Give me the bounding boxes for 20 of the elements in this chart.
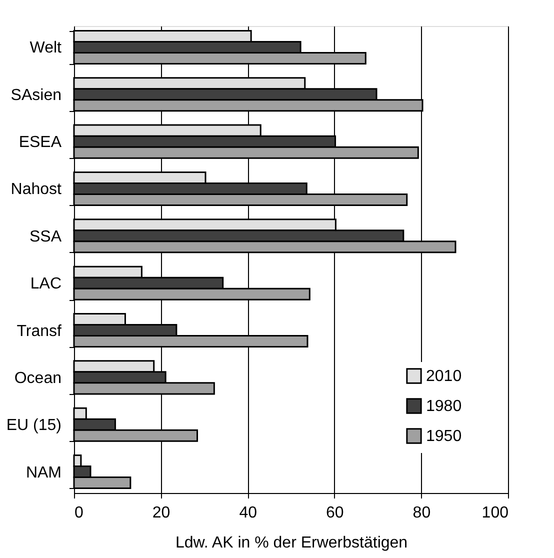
x-tick-label: 60 xyxy=(326,504,344,522)
x-tick-label: 100 xyxy=(482,504,509,522)
x-tick-label: 40 xyxy=(239,504,258,522)
legend-label: 2010 xyxy=(426,368,462,385)
y-tick-label: SAsien xyxy=(10,86,62,104)
y-tick-label: NAM xyxy=(26,464,62,482)
y-tick-label: Nahost xyxy=(10,181,62,198)
y-tick-label: EU (15) xyxy=(6,417,62,434)
y-tick-label: ESEA xyxy=(18,134,62,152)
y-tick-label: Ocean xyxy=(14,370,62,387)
x-tick-label: 80 xyxy=(412,504,431,522)
x-tick-label: 20 xyxy=(152,504,170,522)
y-tick-label: LAC xyxy=(30,276,62,293)
legend-label: 1950 xyxy=(426,428,462,445)
y-tick-label: Welt xyxy=(30,40,62,57)
x-axis-title: Ldw. AK in % der Erwerbstätigen xyxy=(175,534,408,552)
y-tick-label: Transf xyxy=(16,322,62,340)
y-tick-label: SSA xyxy=(29,228,62,246)
x-tick-label: 0 xyxy=(74,504,84,522)
legend-label: 1980 xyxy=(426,398,462,415)
